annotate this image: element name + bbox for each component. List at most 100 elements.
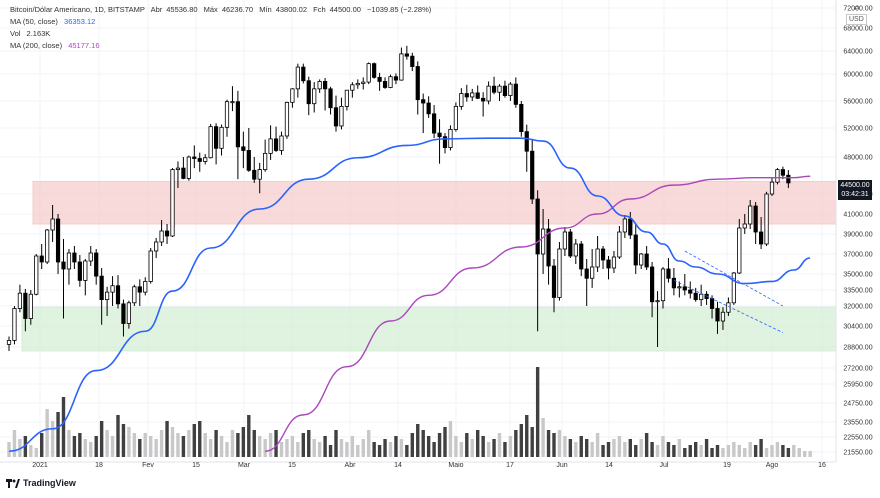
candle[interactable]: [28, 293, 33, 319]
candle[interactable]: [753, 205, 758, 233]
candle[interactable]: [453, 106, 459, 130]
candle[interactable]: [175, 167, 181, 170]
candle[interactable]: [306, 80, 311, 105]
candle[interactable]: [170, 169, 175, 237]
candle[interactable]: [655, 300, 660, 303]
legend-ma50-row[interactable]: MA (50, close) 36353.12: [10, 16, 435, 28]
candle[interactable]: [301, 66, 306, 82]
candle[interactable]: [715, 308, 720, 322]
candle[interactable]: [241, 146, 246, 151]
candle[interactable]: [154, 241, 159, 252]
candle[interactable]: [77, 261, 82, 281]
candle[interactable]: [230, 101, 235, 104]
price-axis[interactable]: 21550.00 22550.00 23550.00 24750.00 25950.00…: [843, 6, 872, 457]
candle[interactable]: [110, 285, 115, 293]
candle[interactable]: [208, 126, 213, 159]
candle[interactable]: [203, 157, 208, 162]
candle[interactable]: [737, 227, 742, 274]
candle[interactable]: [519, 103, 524, 133]
legend-ma200-row[interactable]: MA (200, close) 45177.16: [10, 40, 435, 52]
candle[interactable]: [595, 248, 600, 268]
candle[interactable]: [764, 193, 769, 245]
candle[interactable]: [491, 85, 497, 93]
candle[interactable]: [660, 268, 666, 302]
support-zone[interactable]: [21, 306, 837, 352]
candle[interactable]: [115, 285, 121, 305]
candle[interactable]: [72, 252, 77, 263]
candle[interactable]: [709, 298, 715, 309]
candle[interactable]: [639, 253, 644, 266]
branding[interactable]: TradingView: [6, 478, 76, 488]
candle[interactable]: [55, 218, 61, 263]
candle[interactable]: [350, 84, 355, 91]
candle[interactable]: [650, 266, 655, 303]
candle[interactable]: [486, 85, 491, 102]
candle[interactable]: [312, 88, 317, 105]
candle[interactable]: [132, 286, 137, 304]
candle[interactable]: [437, 132, 442, 138]
candle[interactable]: [377, 76, 382, 82]
candle[interactable]: [268, 138, 273, 154]
channel-trendline[interactable]: [684, 250, 784, 307]
candle[interactable]: [546, 228, 551, 267]
candle[interactable]: [470, 92, 475, 98]
candle[interactable]: [431, 113, 437, 134]
candle[interactable]: [404, 53, 409, 57]
candle[interactable]: [622, 218, 627, 233]
candle[interactable]: [426, 102, 431, 115]
candle[interactable]: [584, 268, 589, 279]
candle[interactable]: [197, 158, 202, 162]
candle[interactable]: [786, 174, 791, 184]
candle[interactable]: [213, 126, 219, 149]
candle[interactable]: [393, 76, 399, 81]
candle[interactable]: [99, 275, 104, 300]
candle[interactable]: [246, 150, 251, 171]
candle[interactable]: [579, 243, 584, 270]
candle[interactable]: [551, 265, 557, 298]
candle[interactable]: [617, 231, 622, 258]
candle[interactable]: [279, 135, 284, 151]
candle[interactable]: [105, 291, 110, 300]
candle[interactable]: [726, 302, 731, 313]
candle[interactable]: [295, 66, 300, 90]
candle[interactable]: [12, 308, 17, 341]
ma200-line[interactable]: [265, 175, 811, 452]
candle[interactable]: [780, 169, 786, 176]
candle[interactable]: [399, 53, 404, 81]
candle[interactable]: [775, 169, 780, 183]
symbol-name[interactable]: Bitcoin/Dólar Americano, 1D, BITSTAMP: [10, 5, 145, 14]
resistance-zone[interactable]: [32, 180, 837, 225]
candle[interactable]: [600, 248, 606, 261]
candle[interactable]: [524, 131, 529, 152]
candle[interactable]: [769, 181, 775, 195]
candle[interactable]: [611, 256, 617, 269]
candle[interactable]: [720, 311, 726, 322]
candle[interactable]: [562, 231, 568, 250]
candle[interactable]: [186, 156, 191, 179]
candle[interactable]: [541, 228, 546, 255]
candle[interactable]: [366, 63, 371, 83]
candle[interactable]: [508, 83, 513, 96]
candle[interactable]: [731, 272, 736, 304]
candle[interactable]: [464, 93, 469, 98]
candle[interactable]: [328, 88, 333, 109]
channel-trendline[interactable]: [673, 280, 784, 333]
candle[interactable]: [273, 138, 279, 151]
candle[interactable]: [644, 253, 649, 268]
candle[interactable]: [677, 286, 682, 289]
candle[interactable]: [148, 250, 153, 282]
candle[interactable]: [573, 243, 578, 257]
candle[interactable]: [126, 302, 131, 324]
candle[interactable]: [137, 286, 142, 293]
candle[interactable]: [410, 55, 415, 67]
candle[interactable]: [688, 289, 693, 294]
candle[interactable]: [235, 101, 240, 148]
candle[interactable]: [17, 292, 23, 309]
candle[interactable]: [513, 83, 518, 105]
candle[interactable]: [290, 88, 295, 103]
candle[interactable]: [568, 231, 573, 257]
candle[interactable]: [628, 218, 633, 236]
candle[interactable]: [66, 252, 72, 270]
candle[interactable]: [759, 231, 764, 245]
